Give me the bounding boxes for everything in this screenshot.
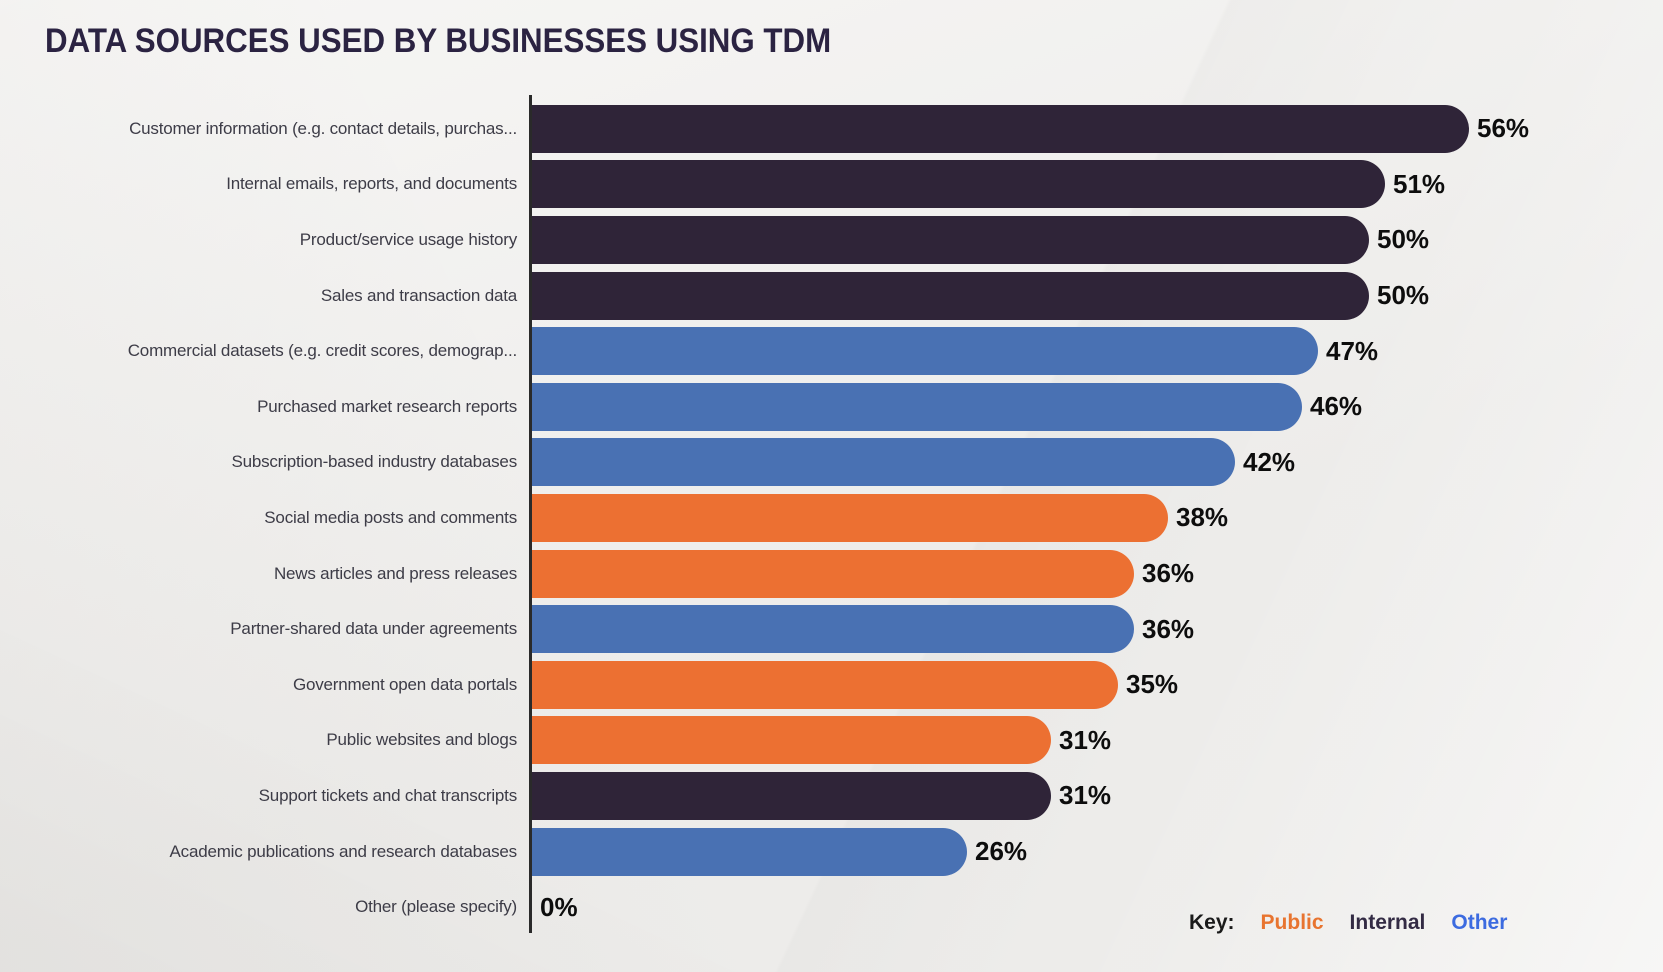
bar-row: Customer information (e.g. contact detai… xyxy=(0,101,1663,157)
category-label: Social media posts and comments xyxy=(264,507,517,527)
bar-chart: Customer information (e.g. contact detai… xyxy=(0,101,1663,935)
value-label: 0% xyxy=(540,891,578,922)
value-label: 31% xyxy=(1059,724,1112,755)
bar xyxy=(532,716,1051,765)
bar-track: 35% xyxy=(517,657,1663,713)
legend-item-other: Other xyxy=(1451,911,1508,934)
bar-track: 38% xyxy=(517,490,1663,546)
category-label: Sales and transaction data xyxy=(320,285,517,305)
bar xyxy=(532,549,1134,598)
value-label: 42% xyxy=(1243,446,1296,477)
bar-track: 46% xyxy=(517,379,1663,435)
bar-track: 50% xyxy=(517,212,1663,268)
bar xyxy=(532,827,967,876)
bar-row: Government open data portals 35% xyxy=(0,657,1663,713)
bar xyxy=(532,160,1385,209)
bar-track: 31% xyxy=(517,713,1663,769)
bar-row: Support tickets and chat transcripts 31% xyxy=(0,768,1663,824)
bar-row: Subscription-based industry databases 42… xyxy=(0,435,1663,491)
value-label: 56% xyxy=(1477,113,1530,144)
bar-row: Partner-shared data under agreements 36% xyxy=(0,601,1663,657)
bar xyxy=(532,438,1235,487)
category-label: Product/service usage history xyxy=(299,229,517,249)
value-label: 35% xyxy=(1126,669,1179,700)
legend-item-public: Public xyxy=(1260,911,1324,934)
bar xyxy=(532,660,1118,709)
category-label: Subscription-based industry databases xyxy=(231,452,517,472)
category-label: Academic publications and research datab… xyxy=(169,841,518,861)
value-label: 47% xyxy=(1326,335,1379,366)
category-label: Public websites and blogs xyxy=(326,730,517,750)
bar-track: 0% xyxy=(517,879,1663,935)
bar-track: 42% xyxy=(517,435,1663,491)
bar-row: Other (please specify) 0% xyxy=(0,879,1663,935)
value-label: 50% xyxy=(1377,224,1430,255)
bar-row: Internal emails, reports, and documents … xyxy=(0,157,1663,213)
bar-track: 56% xyxy=(517,101,1663,157)
bar xyxy=(532,327,1318,376)
bar-row: Product/service usage history 50% xyxy=(0,212,1663,268)
bar xyxy=(532,771,1051,820)
category-label: News articles and press releases xyxy=(273,563,517,583)
y-axis-line xyxy=(529,95,532,933)
bar xyxy=(532,104,1469,153)
bar xyxy=(532,271,1369,320)
bar-track: 50% xyxy=(517,268,1663,324)
category-label: Customer information (e.g. contact detai… xyxy=(129,118,517,138)
bar-track: 31% xyxy=(517,768,1663,824)
category-label: Commercial datasets (e.g. credit scores,… xyxy=(127,341,517,361)
bar-row: Social media posts and comments 38% xyxy=(0,490,1663,546)
value-label: 26% xyxy=(975,836,1028,867)
value-label: 38% xyxy=(1176,502,1229,533)
bar-row: Academic publications and research datab… xyxy=(0,824,1663,880)
category-label: Internal emails, reports, and documents xyxy=(226,174,517,194)
bar-track: 47% xyxy=(517,323,1663,379)
chart-title: DATA SOURCES USED BY BUSINESSES USING TD… xyxy=(45,22,832,60)
legend-key-label: Key: xyxy=(1189,911,1235,934)
bar xyxy=(532,605,1134,654)
value-label: 31% xyxy=(1059,780,1112,811)
bar xyxy=(532,493,1168,542)
legend-item-internal: Internal xyxy=(1349,911,1426,934)
bar-track: 36% xyxy=(517,601,1663,657)
value-label: 36% xyxy=(1142,613,1195,644)
category-label: Government open data portals xyxy=(292,674,517,694)
category-label: Support tickets and chat transcripts xyxy=(258,785,518,805)
bar-row: News articles and press releases 36% xyxy=(0,546,1663,602)
bar-track: 36% xyxy=(517,546,1663,602)
value-label: 51% xyxy=(1393,168,1446,199)
value-label: 46% xyxy=(1310,391,1363,422)
category-label: Other (please specify) xyxy=(355,897,517,917)
bar-row: Sales and transaction data 50% xyxy=(0,268,1663,324)
bar-row: Public websites and blogs 31% xyxy=(0,713,1663,769)
bar-row: Commercial datasets (e.g. credit scores,… xyxy=(0,323,1663,379)
bar-track: 51% xyxy=(517,157,1663,213)
legend: Key: Public Internal Other xyxy=(1189,911,1507,935)
category-label: Purchased market research reports xyxy=(257,396,517,416)
value-label: 50% xyxy=(1377,280,1430,311)
bar-row: Purchased market research reports 46% xyxy=(0,379,1663,435)
category-label: Partner-shared data under agreements xyxy=(230,619,517,639)
bar xyxy=(532,382,1302,431)
bar xyxy=(532,215,1369,264)
value-label: 36% xyxy=(1142,558,1195,589)
bar-track: 26% xyxy=(517,824,1663,880)
